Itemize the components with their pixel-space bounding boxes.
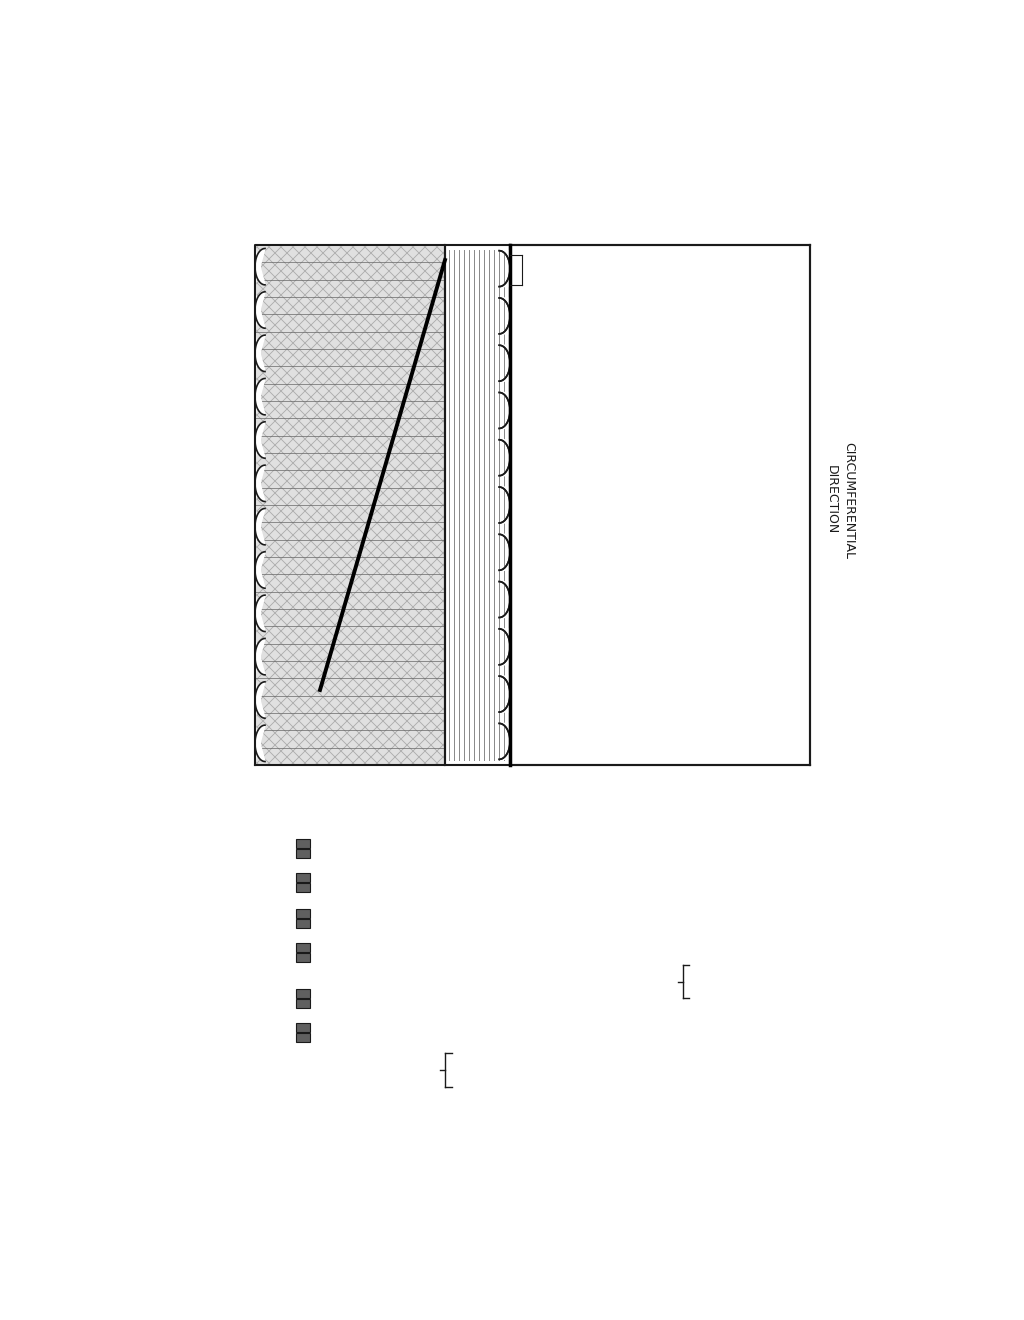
Text: 12: 12 (395, 797, 415, 813)
Text: 11: 11 (411, 1064, 430, 1080)
Text: 12: 12 (332, 780, 351, 796)
Polygon shape (255, 508, 265, 545)
Polygon shape (500, 346, 510, 381)
Text: 11b: 11b (455, 1073, 481, 1086)
Polygon shape (500, 251, 510, 286)
Polygon shape (255, 465, 265, 502)
Text: $\theta_1$: $\theta_1$ (524, 263, 541, 281)
Polygon shape (310, 924, 645, 946)
Text: US 2012/0319522 A1: US 2012/0319522 A1 (707, 24, 870, 38)
Text: 2: 2 (427, 784, 437, 800)
Text: 16: 16 (319, 803, 339, 817)
Polygon shape (500, 582, 510, 618)
Polygon shape (255, 246, 445, 766)
Text: 11a: 11a (455, 1053, 481, 1067)
Polygon shape (310, 854, 645, 876)
Text: 9: 9 (440, 796, 450, 810)
Text: CIRCUMFERENTIAL
DIRECTION: CIRCUMFERENTIAL DIRECTION (825, 441, 855, 558)
Text: 5: 5 (772, 664, 781, 680)
Text: 18: 18 (228, 327, 247, 342)
Text: 3: 3 (318, 1032, 328, 1048)
Polygon shape (645, 993, 667, 1038)
Polygon shape (255, 379, 265, 414)
Text: RADIAL DIRECTION: RADIAL DIRECTION (738, 884, 752, 1016)
Polygon shape (0, 0, 255, 1320)
Polygon shape (296, 998, 310, 1007)
Text: 17: 17 (248, 968, 267, 982)
Polygon shape (500, 723, 510, 759)
Polygon shape (310, 913, 645, 923)
Polygon shape (510, 246, 810, 766)
Text: 18: 18 (260, 850, 280, 866)
Polygon shape (310, 994, 645, 1002)
Polygon shape (500, 628, 510, 665)
Polygon shape (255, 595, 265, 631)
Text: $\theta_2$: $\theta_2$ (524, 326, 541, 345)
Polygon shape (255, 552, 265, 589)
Polygon shape (296, 1023, 310, 1031)
Polygon shape (296, 989, 310, 998)
Text: 19: 19 (260, 1001, 280, 1015)
Polygon shape (296, 942, 310, 952)
Text: 17: 17 (240, 392, 259, 408)
Polygon shape (0, 246, 510, 766)
Text: CIRCUMFERENTIAL
DIRECTION: CIRCUMFERENTIAL DIRECTION (826, 441, 854, 558)
Polygon shape (310, 948, 645, 957)
Polygon shape (310, 843, 645, 853)
Text: FIG.6A: FIG.6A (65, 921, 168, 949)
Polygon shape (500, 676, 510, 711)
Polygon shape (500, 535, 510, 570)
Polygon shape (445, 246, 510, 766)
Text: 2: 2 (483, 796, 493, 810)
Text: 7a: 7a (685, 965, 702, 979)
Polygon shape (500, 298, 510, 334)
Polygon shape (810, 246, 1024, 766)
Text: 7: 7 (673, 979, 683, 994)
Polygon shape (500, 440, 510, 475)
Polygon shape (0, 0, 1024, 246)
Polygon shape (255, 292, 265, 329)
Polygon shape (0, 766, 1024, 1320)
Polygon shape (255, 725, 265, 762)
Polygon shape (296, 873, 310, 882)
Text: 8: 8 (325, 223, 335, 238)
Text: Dec. 20, 2012  Sheet 6 of 8: Dec. 20, 2012 Sheet 6 of 8 (406, 24, 618, 38)
Text: 7b: 7b (685, 985, 702, 999)
Polygon shape (645, 843, 667, 887)
Text: Patent Application Publication: Patent Application Publication (155, 24, 393, 38)
Polygon shape (645, 913, 667, 957)
Polygon shape (0, 0, 1024, 246)
Text: 13: 13 (278, 775, 297, 789)
Polygon shape (0, 766, 1024, 1320)
Polygon shape (255, 422, 265, 458)
Polygon shape (296, 953, 310, 961)
Polygon shape (296, 919, 310, 928)
Polygon shape (296, 838, 310, 847)
Polygon shape (310, 878, 645, 887)
Text: 15: 15 (238, 524, 257, 540)
Polygon shape (296, 908, 310, 917)
Polygon shape (310, 1027, 645, 1036)
Polygon shape (255, 248, 265, 285)
Polygon shape (255, 682, 265, 718)
Text: FIG.6B: FIG.6B (65, 506, 168, 535)
Polygon shape (500, 487, 510, 523)
Polygon shape (445, 0, 1024, 1320)
Text: 10: 10 (675, 847, 694, 862)
Polygon shape (310, 1003, 645, 1027)
Polygon shape (296, 883, 310, 891)
Polygon shape (255, 335, 265, 371)
Polygon shape (255, 639, 265, 675)
Polygon shape (296, 1032, 310, 1041)
Text: AXIAL DIRECTION: AXIAL DIRECTION (625, 203, 745, 216)
Text: 6: 6 (215, 227, 224, 243)
Polygon shape (500, 392, 510, 429)
Text: 16: 16 (228, 767, 248, 783)
Text: 14: 14 (252, 458, 271, 473)
Polygon shape (296, 849, 310, 858)
